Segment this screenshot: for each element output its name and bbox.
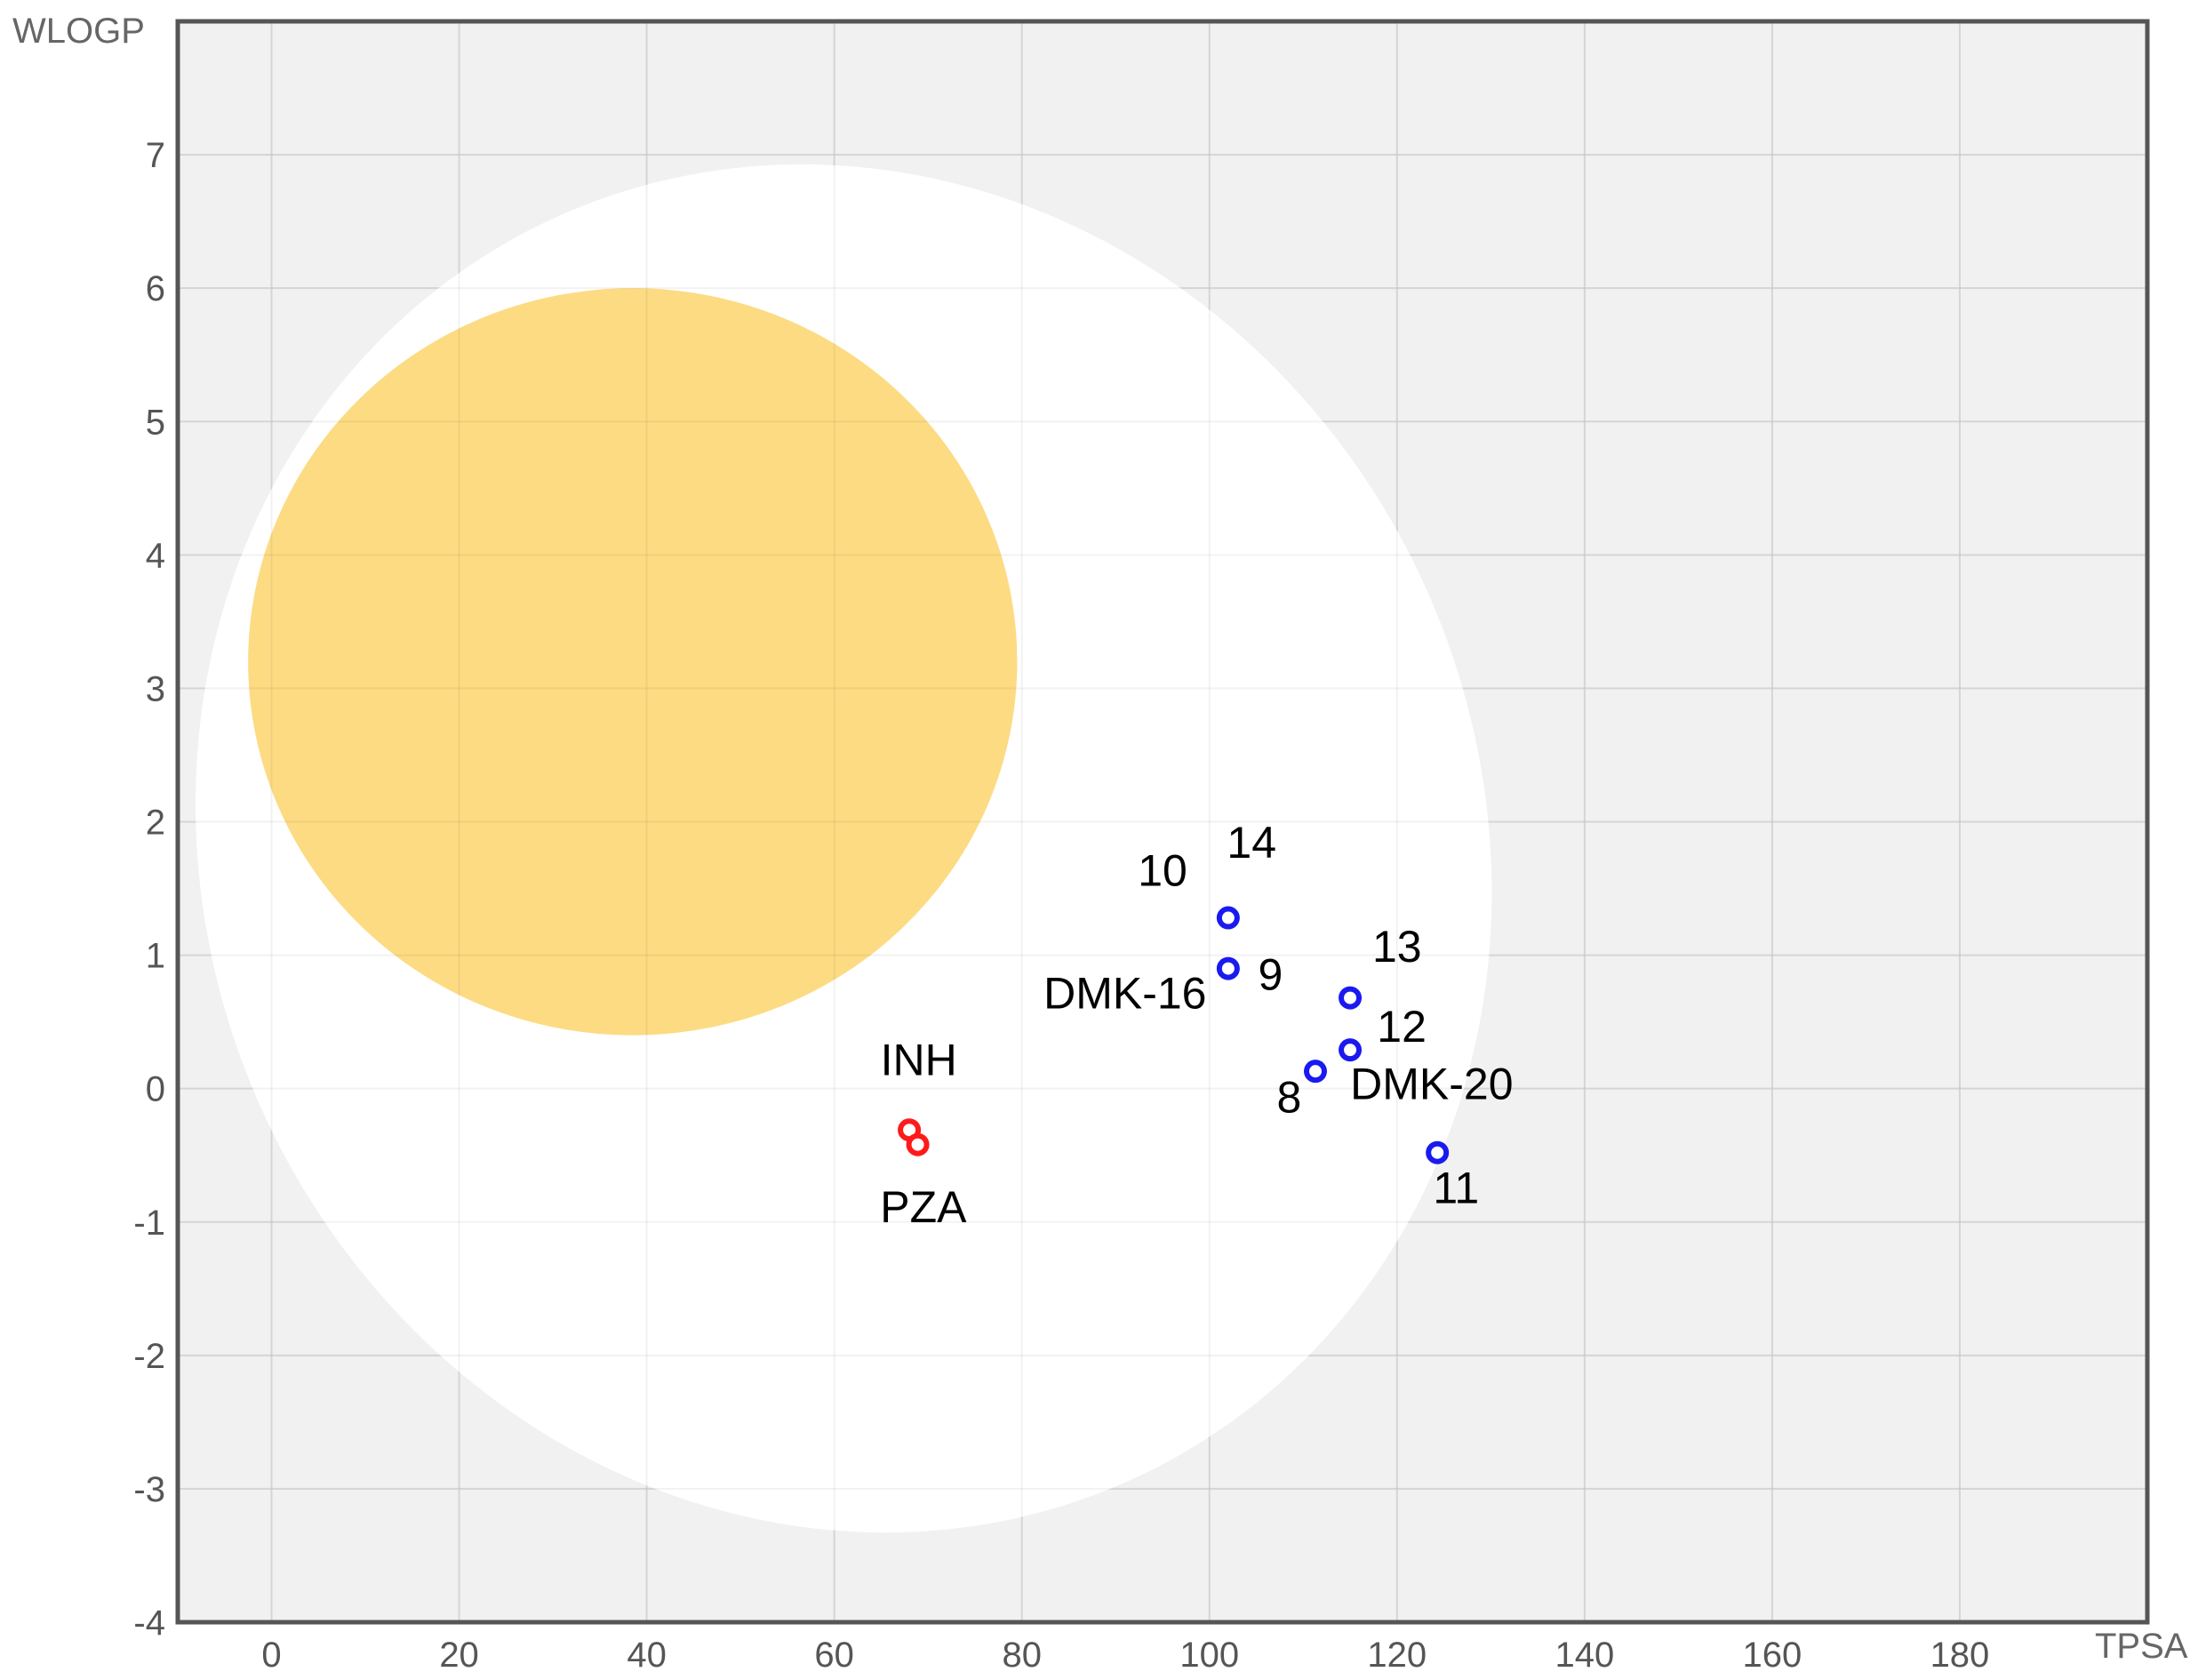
x-tick-label: 160 [1743,1636,1802,1675]
y-tick-label: -3 [133,1470,165,1509]
data-point [1216,906,1240,930]
x-tick-label: 60 [814,1636,854,1675]
point-label: 14 [1227,818,1276,868]
data-point [1426,1140,1450,1164]
point-label: 11 [1433,1164,1479,1213]
point-label: 12 [1377,1002,1427,1052]
data-point [1339,1038,1363,1062]
plot-frame [175,19,2150,1625]
yolk-region [248,288,1018,1036]
y-tick-label: 1 [146,937,165,976]
point-label: DMK-16 [1043,969,1206,1019]
x-tick-label: 20 [439,1636,479,1675]
point-label: DMK-20 [1350,1060,1513,1109]
y-tick-label: -1 [133,1204,165,1243]
x-tick-label: 40 [627,1636,667,1675]
point-label: 13 [1372,922,1422,972]
y-tick-label: 6 [146,269,165,308]
point-label: 8 [1277,1073,1302,1123]
data-point [906,1132,930,1156]
y-tick-label: 2 [146,804,165,843]
x-tick-label: 80 [1002,1636,1042,1675]
point-label: 10 [1138,846,1187,896]
x-tick-label: 140 [1555,1636,1614,1675]
y-tick-label: 7 [146,136,165,175]
y-axis-title: WLOGP [12,12,145,51]
data-point [1339,986,1363,1010]
y-tick-label: 3 [146,669,165,708]
plot-layer: 0 20 40 60 80 100 120 140 160 180-4-3-2-101234567… [133,19,2150,1675]
x-tick-label: 100 [1179,1636,1239,1675]
x-axis-title: TPSA [2095,1627,2188,1666]
y-tick-label: 0 [146,1070,165,1109]
point-label: 9 [1258,950,1283,1000]
x-tick-label: 0 [261,1636,281,1675]
point-label: INH [881,1036,957,1085]
data-point [1304,1060,1328,1084]
x-tick-label: 120 [1367,1636,1427,1675]
y-tick-label: 4 [146,536,165,575]
y-tick-label: -4 [133,1604,165,1643]
y-tick-label: 5 [146,403,165,442]
x-tick-label: 180 [1930,1636,1990,1675]
y-tick-label: -2 [133,1337,165,1376]
data-point [1216,956,1240,980]
point-label: PZA [880,1182,967,1232]
